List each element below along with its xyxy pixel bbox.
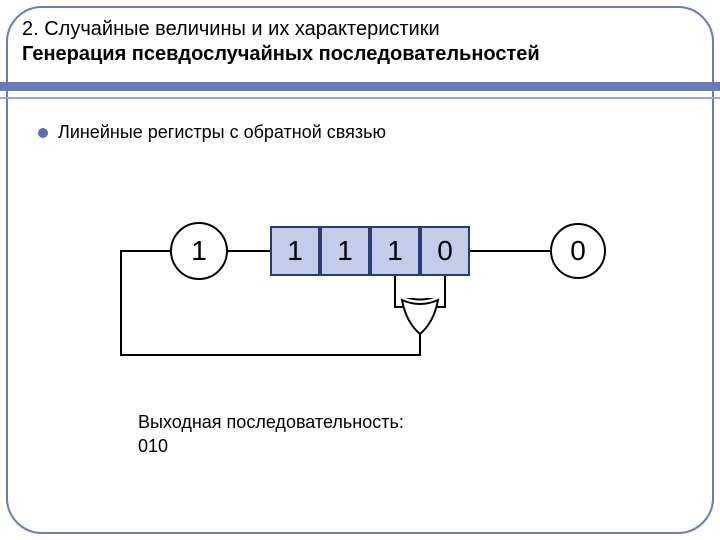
register-cell-1: 1 <box>320 226 370 276</box>
output-sequence-caption: Выходная последовательность: <box>138 412 404 432</box>
bullet-icon <box>38 128 48 138</box>
register-cell-2: 1 <box>370 226 420 276</box>
lfsr-diagram: 1 1 1 1 0 0 <box>100 220 640 380</box>
title-line-1: 2. Случайные величины и их характеристик… <box>22 18 540 41</box>
output-bit-circle: 0 <box>550 223 606 279</box>
bullet-item: Линейные регистры с обратной связью <box>38 122 386 143</box>
bullet-text: Линейные регистры с обратной связью <box>58 122 386 143</box>
output-sequence-value: 010 <box>138 436 168 456</box>
wire-feedback-to-input <box>120 250 170 252</box>
feedback-bit-circle: 1 <box>170 222 228 280</box>
register-cell-3-value: 0 <box>437 235 453 267</box>
output-sequence-label: Выходная последовательность: 010 <box>138 410 404 459</box>
slide-header: 2. Случайные величины и их характеристик… <box>22 18 540 66</box>
register-cell-0: 1 <box>270 226 320 276</box>
title-line-2: Генерация псевдослучайных последовательн… <box>22 43 540 66</box>
wire-reg-to-output <box>470 250 550 252</box>
divider-thick <box>0 82 720 91</box>
wire-tap-2 <box>394 276 396 308</box>
register-cell-1-value: 1 <box>337 235 353 267</box>
feedback-bit-value: 1 <box>191 235 207 267</box>
wire-feedback-h <box>120 354 421 356</box>
wire-xor-out-v <box>419 334 421 356</box>
register-cell-2-value: 1 <box>387 235 403 267</box>
output-bit-value: 0 <box>570 235 586 267</box>
register-cell-0-value: 1 <box>287 235 303 267</box>
wire-tap-3 <box>444 276 446 308</box>
register-cell-3: 0 <box>420 226 470 276</box>
xor-gate-icon <box>398 298 442 332</box>
wire-input-to-reg <box>228 250 270 252</box>
wire-feedback-v <box>120 250 122 356</box>
divider-thin <box>0 97 720 99</box>
